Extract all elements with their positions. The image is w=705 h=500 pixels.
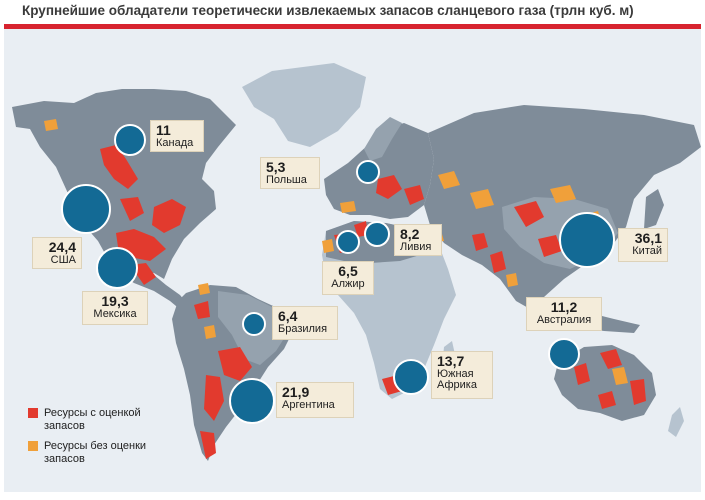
landmass-scandinavia xyxy=(364,117,402,161)
landmass-greenland xyxy=(242,63,366,147)
name-south-africa: Южная Африка xyxy=(437,367,477,392)
unassessed-mongolia xyxy=(550,185,576,203)
value-algeria: 6,5 xyxy=(338,263,358,279)
label-libya: 8,2 Ливия xyxy=(394,224,442,256)
bubble-argentina xyxy=(229,378,275,424)
resource-australia-east xyxy=(630,379,646,405)
landmass-new-zealand xyxy=(668,407,684,437)
resource-india xyxy=(490,251,506,273)
name-usa: США xyxy=(50,253,76,266)
resource-usa-north xyxy=(120,197,144,221)
value-argentina: 21,9 xyxy=(282,384,310,400)
legend-assessed-swatch xyxy=(28,408,38,418)
label-mexico: 19,3 Мексика xyxy=(82,291,148,325)
value-canada: 11 xyxy=(156,122,171,138)
value-brazil: 6,4 xyxy=(278,308,298,324)
name-mexico: Мексика xyxy=(93,307,137,320)
label-usa: 24,4 США xyxy=(32,237,82,269)
name-canada: Канада xyxy=(156,136,194,149)
unassessed-russia xyxy=(438,171,460,189)
bubble-australia xyxy=(548,338,580,370)
unassessed-alaska xyxy=(44,119,58,131)
name-australia: Австралия xyxy=(536,313,592,326)
label-south-africa: 13,7 Южная Африка xyxy=(431,351,493,399)
label-brazil: 6,4 Бразилия xyxy=(272,306,338,340)
title-rule xyxy=(4,24,701,29)
label-poland: 5,3 Польша xyxy=(260,157,320,189)
resource-poland xyxy=(376,175,402,199)
unassessed-kazakhstan xyxy=(470,189,494,209)
name-china: Китай xyxy=(632,244,662,257)
resource-australia-west xyxy=(574,363,590,385)
unassessed-northwest-africa xyxy=(322,239,334,253)
resource-usa-east xyxy=(152,199,186,233)
value-china: 36,1 xyxy=(634,230,662,246)
label-canada: 11 Канада xyxy=(150,120,204,152)
map-title: Крупнейшие обладатели теоретически извле… xyxy=(22,3,634,18)
resource-australia-south xyxy=(598,391,616,409)
resource-paraguay xyxy=(218,347,252,381)
legend-unassessed: Ресурсы без оценки запасов xyxy=(28,440,184,465)
resource-colombia xyxy=(194,301,210,319)
bubble-brazil xyxy=(242,312,266,336)
label-algeria: 6,5 Алжир xyxy=(322,261,374,295)
unassessed-spain xyxy=(340,201,356,213)
unassessed-peru xyxy=(204,325,216,339)
map-panel: 11 Канада 24,4 США 19,3 Мексика 5,3 Поль… xyxy=(4,29,701,492)
resource-china-north xyxy=(514,201,544,227)
bubble-algeria xyxy=(336,230,360,254)
label-china: 36,1 Китай xyxy=(618,228,668,262)
value-mexico: 19,3 xyxy=(101,293,129,309)
bubble-libya xyxy=(364,221,390,247)
value-usa: 24,4 xyxy=(48,239,76,255)
name-algeria: Алжир xyxy=(331,277,365,290)
resource-canada xyxy=(100,145,138,189)
resource-argentina xyxy=(204,375,224,421)
resource-pakistan xyxy=(472,233,488,251)
bubble-poland xyxy=(356,160,380,184)
unassessed-india-east xyxy=(506,273,518,287)
bubble-south-africa xyxy=(393,359,429,395)
bubble-usa xyxy=(61,184,111,234)
value-libya: 8,2 xyxy=(400,226,420,242)
legend-unassessed-label: Ресурсы без оценки запасов xyxy=(44,440,147,465)
resource-patagonia xyxy=(200,431,216,459)
legend-unassessed-swatch xyxy=(28,441,38,451)
bubble-mexico xyxy=(96,247,138,289)
bubble-canada xyxy=(114,124,146,156)
value-south-africa: 13,7 xyxy=(437,353,465,369)
bubble-china xyxy=(559,212,615,268)
landmass-australia xyxy=(554,345,656,421)
label-argentina: 21,9 Аргентина xyxy=(276,382,354,418)
legend-assessed-label: Ресурсы с оценкой запасов xyxy=(44,407,141,432)
label-australia: 11,2 Австралия xyxy=(526,297,602,331)
name-poland: Польша xyxy=(266,173,307,186)
value-poland: 5,3 xyxy=(266,159,286,175)
landmass-japan xyxy=(644,189,664,229)
name-argentina: Аргентина xyxy=(282,398,335,411)
name-brazil: Бразилия xyxy=(278,322,328,335)
legend-assessed: Ресурсы с оценкой запасов xyxy=(28,407,184,432)
unassessed-australia-central xyxy=(612,367,628,385)
resource-ukraine xyxy=(404,185,424,205)
resource-australia-north xyxy=(600,349,622,369)
unassessed-bolivia xyxy=(198,283,210,295)
value-australia: 11,2 xyxy=(550,299,578,315)
name-libya: Ливия xyxy=(400,240,432,253)
resource-china-south xyxy=(538,235,562,257)
